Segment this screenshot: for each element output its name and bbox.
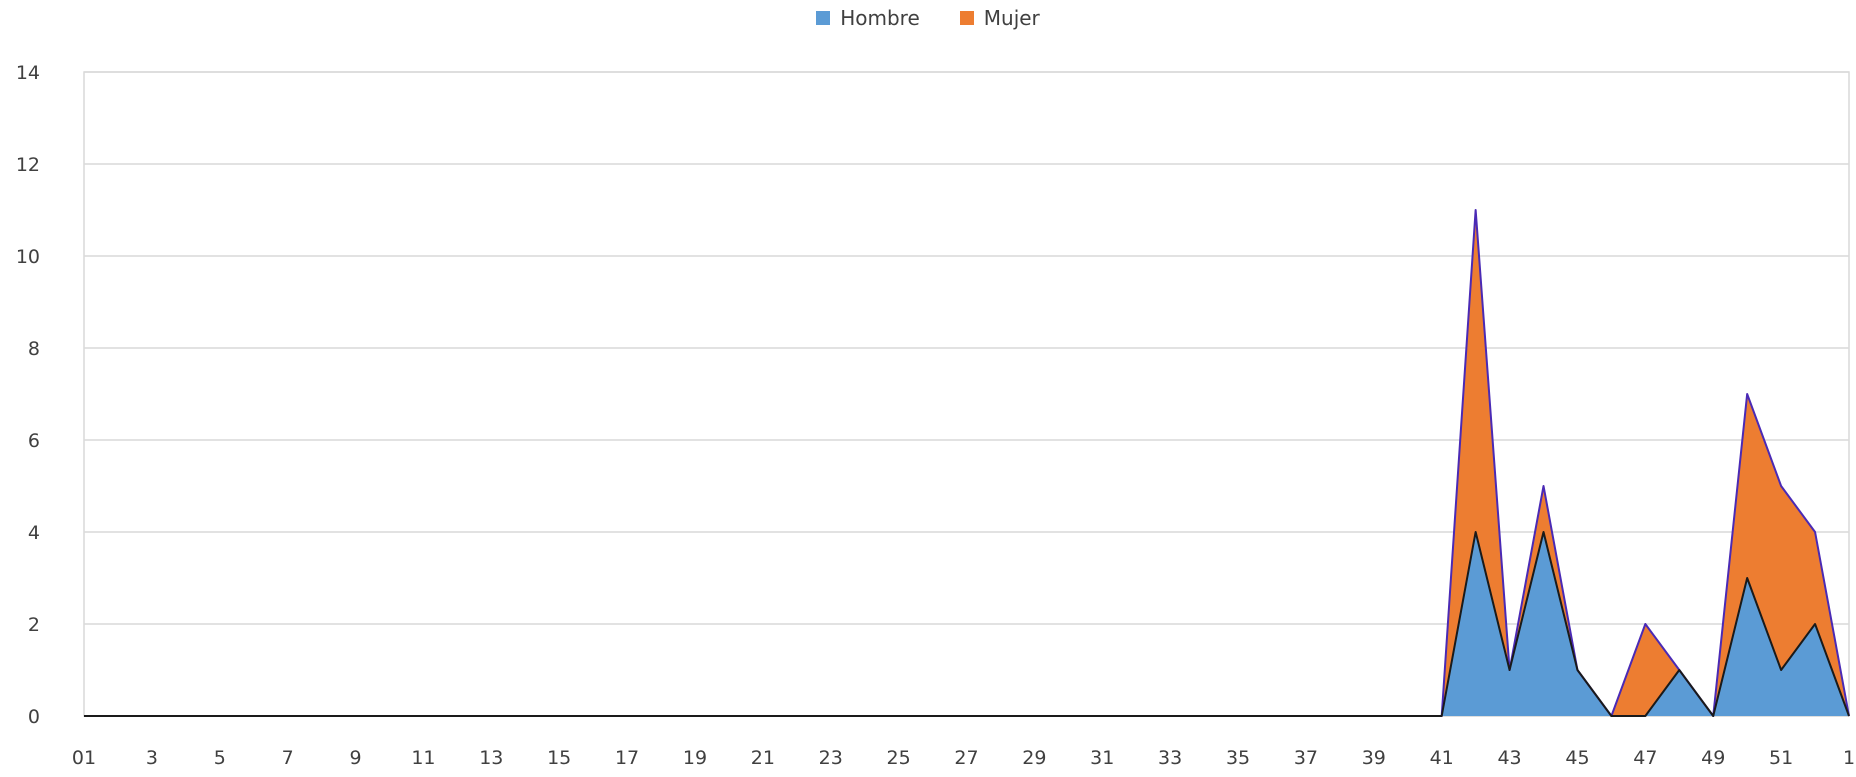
- series-line-mujer: [84, 209, 1850, 717]
- x-tick-label-27: 27: [954, 747, 978, 769]
- legend-item-mujer: Mujer: [959, 6, 1040, 30]
- x-tick-label-13: 13: [479, 747, 503, 769]
- legend-swatch-hombre: [816, 11, 831, 25]
- x-tick-label-01: 01: [72, 747, 96, 769]
- plot-area: [83, 71, 1850, 717]
- x-tick-label-25: 25: [887, 747, 911, 769]
- x-tick-label-51: 51: [1769, 747, 1793, 769]
- x-tick-label-5: 5: [214, 747, 226, 769]
- legend-label-hombre: Hombre: [840, 6, 920, 30]
- series-area-mujer: [84, 210, 1849, 716]
- series-line-hombre: [84, 531, 1850, 717]
- x-tick-label-41: 41: [1430, 747, 1454, 769]
- x-tick-label-23: 23: [819, 747, 843, 769]
- x-tick-label-47: 47: [1633, 747, 1657, 769]
- x-tick-label-3: 3: [146, 747, 158, 769]
- x-tick-label-19: 19: [683, 747, 707, 769]
- x-tick-label-7: 7: [282, 747, 294, 769]
- legend-label-mujer: Mujer: [983, 6, 1040, 30]
- y-tick-label-14: 14: [16, 62, 40, 84]
- y-tick-label-4: 4: [28, 522, 40, 544]
- x-tick-label-45: 45: [1565, 747, 1589, 769]
- x-tick-label-9: 9: [349, 747, 361, 769]
- y-tick-label-2: 2: [28, 614, 40, 636]
- y-tick-label-0: 0: [28, 706, 40, 728]
- x-tick-label-29: 29: [1022, 747, 1046, 769]
- y-tick-label-12: 12: [16, 154, 40, 176]
- x-tick-label-11: 11: [411, 747, 435, 769]
- legend: Hombre Mujer: [0, 6, 1856, 30]
- x-tick-label-15: 15: [547, 747, 571, 769]
- y-tick-label-6: 6: [28, 430, 40, 452]
- x-tick-label-43: 43: [1497, 747, 1521, 769]
- y-tick-label-10: 10: [16, 246, 40, 268]
- x-tick-label-33: 33: [1158, 747, 1182, 769]
- x-tick-label-35: 35: [1226, 747, 1250, 769]
- legend-swatch-mujer: [959, 11, 974, 25]
- x-tick-label-1: 1: [1843, 747, 1855, 769]
- x-tick-label-17: 17: [615, 747, 639, 769]
- x-tick-label-31: 31: [1090, 747, 1114, 769]
- legend-item-hombre: Hombre: [816, 6, 920, 30]
- x-tick-label-37: 37: [1294, 747, 1318, 769]
- y-tick-label-8: 8: [28, 338, 40, 360]
- series-area-hombre: [84, 532, 1849, 716]
- x-tick-label-39: 39: [1362, 747, 1386, 769]
- x-tick-label-49: 49: [1701, 747, 1725, 769]
- x-tick-label-21: 21: [751, 747, 775, 769]
